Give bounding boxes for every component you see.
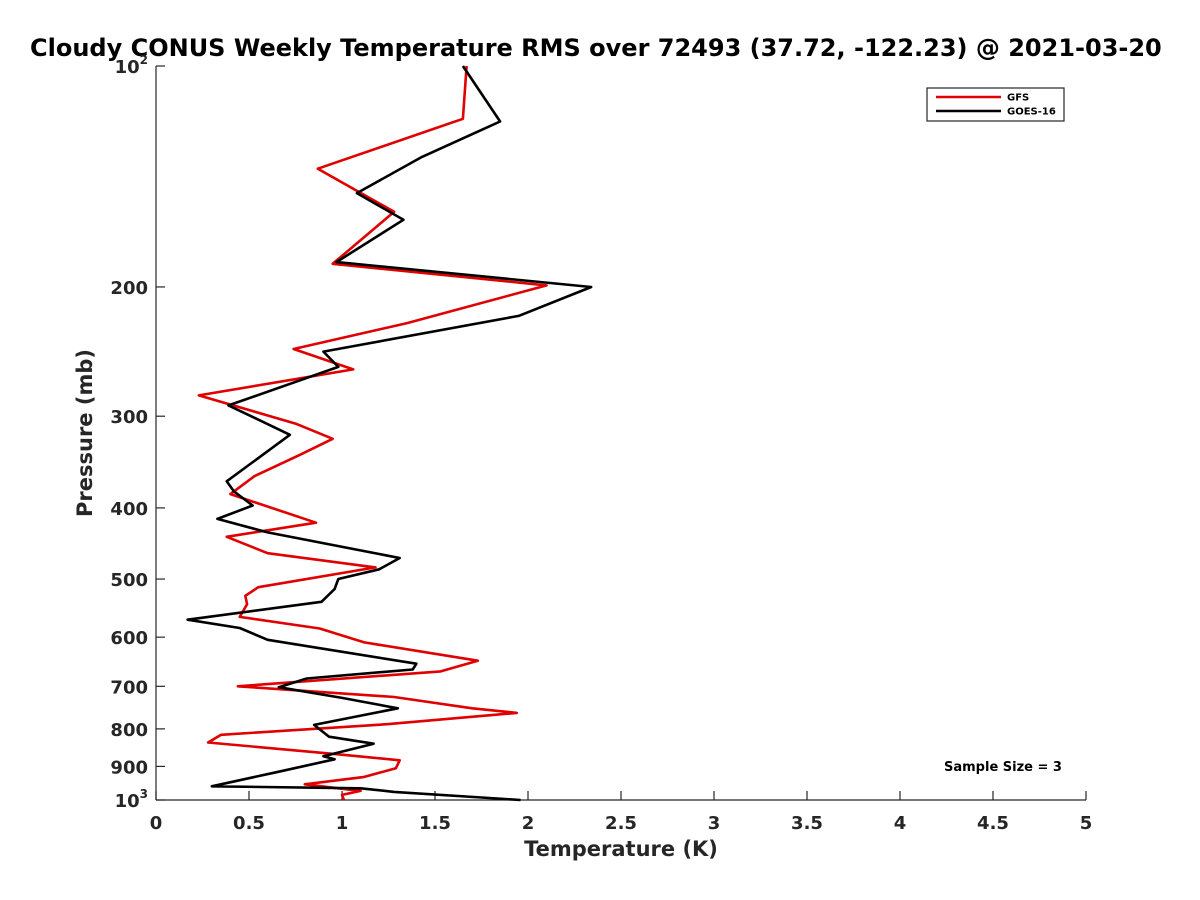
x-tick-label: 2.5 — [605, 813, 637, 834]
y-tick-label: 200 — [110, 278, 148, 299]
x-axis-label: Temperature (K) — [524, 837, 718, 861]
y-tick-base: 500 — [110, 570, 148, 591]
x-tick-label: 3 — [708, 813, 721, 834]
series-lines — [186, 65, 593, 802]
x-tick-label: 3.5 — [791, 813, 823, 834]
y-tick-exponent: 2 — [140, 53, 148, 67]
x-ticks: 0 0.5 1 1.5 2 2.5 3 3.5 4 4.5 5 — [150, 791, 1093, 834]
legend: GFS GOES-16 — [926, 87, 1065, 122]
y-tick-base: 300 — [110, 407, 148, 428]
legend-entry: GOES-16 — [1007, 107, 1056, 118]
y-tick-exponent: 3 — [140, 787, 148, 801]
x-tick-label: 4 — [894, 813, 907, 834]
y-tick-base: 600 — [110, 628, 148, 649]
legend-box — [926, 87, 1065, 122]
y-tick-label: 500 — [110, 570, 148, 591]
legend-entry: GFS — [1007, 93, 1029, 104]
y-tick-label: 900 — [110, 757, 148, 778]
y-tick-base: 10 — [115, 57, 140, 78]
x-tick-label: 1.5 — [419, 813, 451, 834]
sample-size-annotation: Sample Size = 3 — [944, 760, 1062, 775]
y-tick-label: 600 — [110, 628, 148, 649]
y-tick-base: 900 — [110, 757, 148, 778]
y-axis-label: Pressure (mb) — [73, 349, 97, 517]
y-tick-base: 700 — [110, 677, 148, 698]
x-tick-label: 2 — [522, 813, 535, 834]
chart-title: Cloudy CONUS Weekly Temperature RMS over… — [30, 34, 1162, 62]
y-tick-base: 200 — [110, 278, 148, 299]
series-line-goes-16 — [186, 65, 593, 802]
y-tick-label: 103 — [115, 787, 148, 812]
y-tick-base: 400 — [110, 499, 148, 520]
x-tick-label: 5 — [1080, 813, 1093, 834]
x-tick-label: 0 — [150, 813, 163, 834]
y-tick-label: 102 — [115, 53, 148, 78]
y-tick-label: 300 — [110, 407, 148, 428]
y-tick-label: 400 — [110, 499, 148, 520]
x-tick-label: 1 — [336, 813, 349, 834]
x-tick-label: 0.5 — [233, 813, 265, 834]
y-tick-label: 800 — [110, 720, 148, 741]
y-tick-base: 800 — [110, 720, 148, 741]
series-line-gfs — [197, 65, 548, 801]
plot-area: 0 0.5 1 1.5 2 2.5 3 3.5 4 4.5 5 102200300400500600… — [110, 53, 1092, 834]
x-tick-label: 4.5 — [977, 813, 1009, 834]
y-tick-base: 10 — [115, 791, 140, 812]
y-tick-label: 700 — [110, 677, 148, 698]
